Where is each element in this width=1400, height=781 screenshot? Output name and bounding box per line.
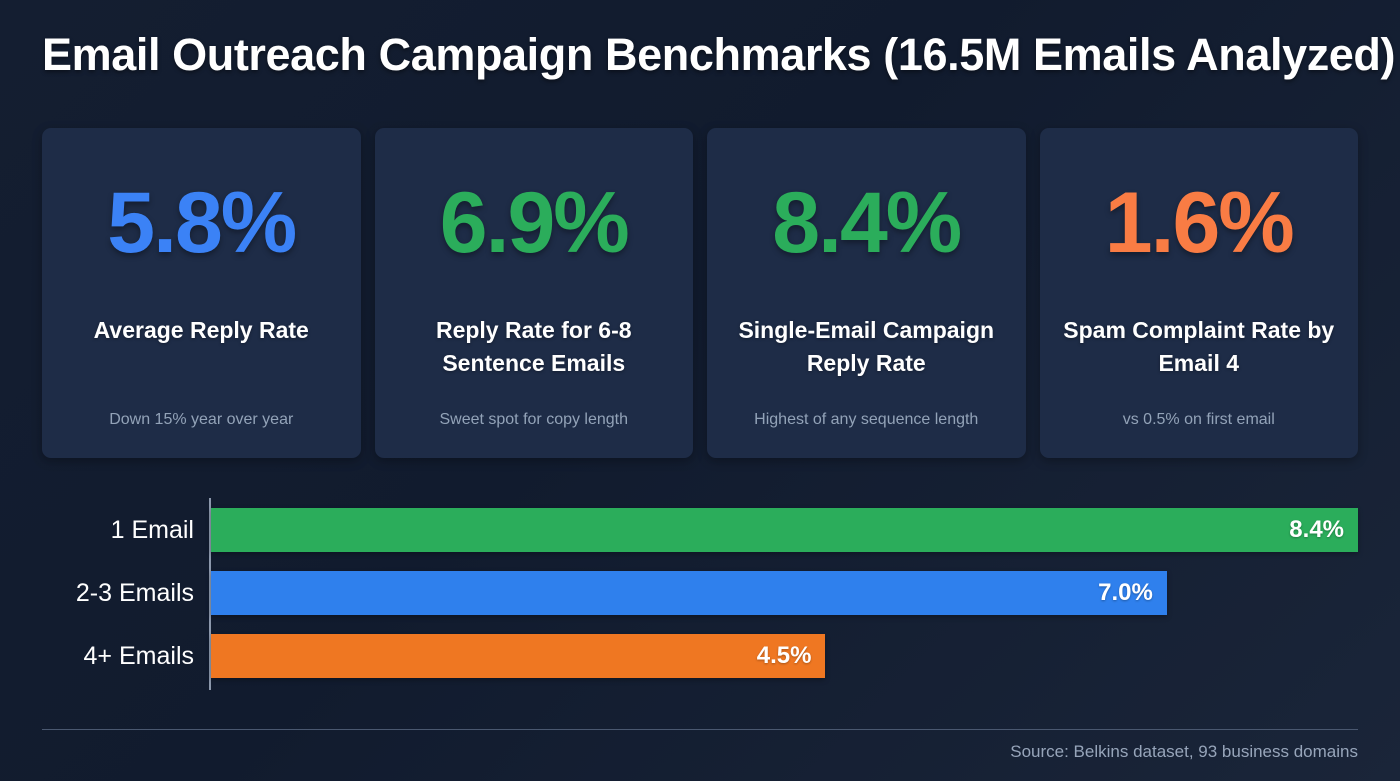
stat-value: 6.9%: [439, 175, 630, 271]
bar-category-label: 2-3 Emails: [75, 579, 194, 607]
stat-sublabel: Highest of any sequence length: [754, 411, 979, 429]
bar-category-label: 1 Email: [110, 516, 194, 544]
stat-label: Single-Email Campaign Reply Rate: [738, 317, 995, 376]
stat-card-row: 5.8% Average Reply Rate Down 15% year ov…: [42, 128, 1358, 458]
bar: 7.0%: [211, 571, 1167, 615]
bar-value-label: 8.4%: [1289, 516, 1344, 543]
bar-row: 1 Email 8.4%: [42, 508, 1358, 552]
bar-track: 8.4%: [211, 508, 1358, 552]
stat-value: 8.4%: [772, 175, 962, 271]
chart-axis: [209, 498, 211, 690]
stat-card: 6.9% Reply Rate for 6-8 Sentence Emails …: [374, 128, 693, 458]
stat-label: Spam Complaint Rate by Email 4: [1063, 317, 1335, 376]
bar-row: 4+ Emails 4.5%: [42, 634, 1358, 678]
stat-card: 5.8% Average Reply Rate Down 15% year ov…: [42, 128, 361, 458]
stat-value: 1.6%: [1104, 175, 1295, 271]
bar-row: 2-3 Emails 7.0%: [42, 571, 1358, 615]
stat-card: 1.6% Spam Complaint Rate by Email 4 vs 0…: [1039, 128, 1358, 458]
stat-sublabel: Down 15% year over year: [109, 411, 294, 429]
footer-divider: [42, 729, 1358, 730]
stat-card: 8.4% Single-Email Campaign Reply Rate Hi…: [707, 128, 1026, 458]
bar: 8.4%: [211, 508, 1358, 552]
source-note: Source: Belkins dataset, 93 business dom…: [1010, 742, 1358, 761]
bar-value-label: 4.5%: [756, 642, 812, 669]
page-title: Email Outreach Campaign Benchmarks (16.5…: [42, 29, 1396, 80]
bar-track: 7.0%: [211, 571, 1358, 615]
stat-value: 5.8%: [107, 175, 297, 271]
stat-sublabel: Sweet spot for copy length: [439, 411, 629, 429]
reply-rate-bar-chart: 1 Email 8.4% 2-3 Emails 7.0% 4+ Emails 4…: [42, 492, 1358, 697]
stat-label: Average Reply Rate: [93, 317, 309, 343]
bar-track: 4.5%: [211, 634, 1358, 678]
stat-sublabel: vs 0.5% on first email: [1122, 411, 1275, 429]
bar-category-label: 4+ Emails: [83, 642, 194, 670]
bar: 4.5%: [211, 634, 826, 678]
bar-value-label: 7.0%: [1098, 579, 1153, 606]
stat-label: Reply Rate for 6-8 Sentence Emails: [435, 317, 632, 376]
